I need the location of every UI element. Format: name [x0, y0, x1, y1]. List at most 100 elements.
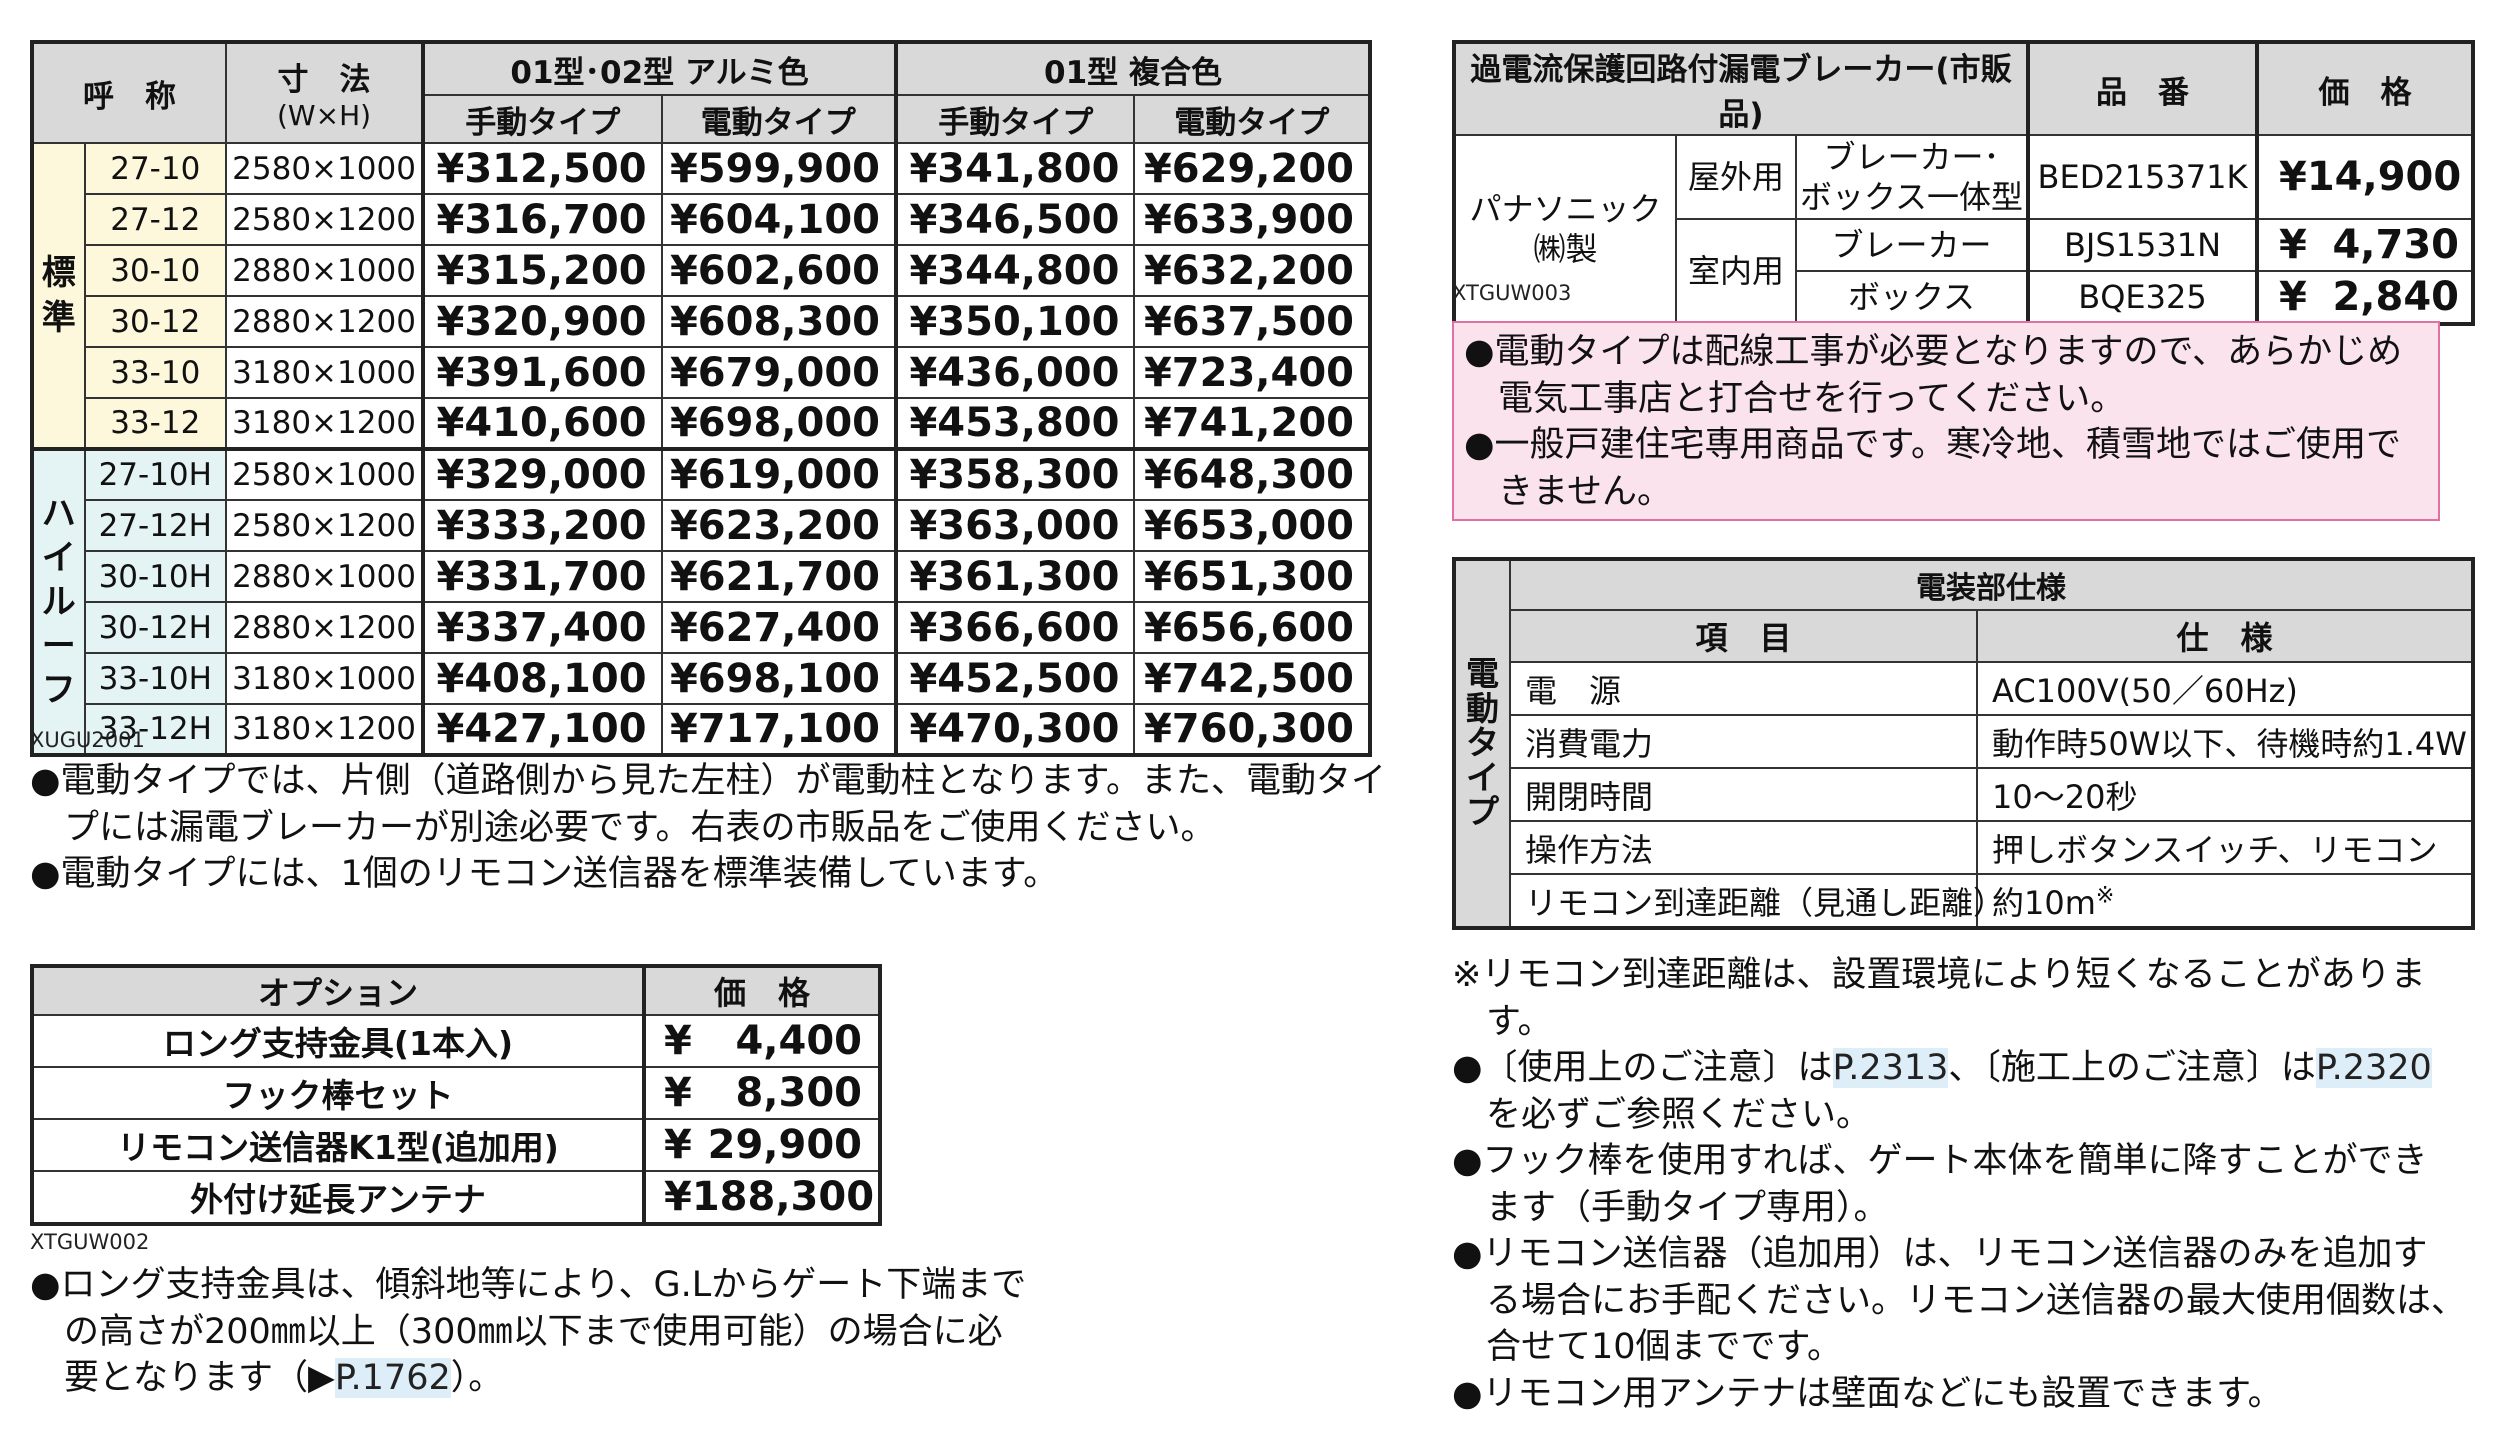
group-label: ハイルーフ	[31, 447, 86, 756]
option-table: オプション 価 格 ロング支持金具(1本入) ¥4,400 フック棒セット ¥8,30…	[30, 964, 882, 1226]
spec-col-item: 項 目	[1509, 609, 1978, 663]
spec-value-text: 約10m	[1992, 883, 2096, 922]
yen-sign: ¥	[664, 1122, 692, 1168]
price-cell: ¥331,700	[421, 550, 663, 603]
price-cell: ¥344,800	[893, 244, 1136, 297]
price-cell: ¥599,900	[660, 142, 898, 195]
header-manual: 手動タイプ	[421, 94, 663, 144]
price-cell: ¥408,100	[421, 652, 663, 705]
table-row: 27-12 2580×1200 ¥316,700 ¥604,100 ¥346,500 ¥6…	[32, 193, 1371, 246]
caution-line: きません。	[1498, 471, 1672, 512]
breaker-table: 過電流保護回路付漏電ブレーカー(市販品) 品 番 価 格 パナソニック ㈱製 屋…	[1452, 40, 2475, 326]
price-value: 14,900	[2306, 154, 2462, 200]
page-link[interactable]: P.2320	[2315, 1048, 2432, 1089]
price-cell: ¥366,600	[893, 601, 1136, 654]
note-text: 要となります（	[64, 1358, 308, 1399]
side-label-char: イ	[1466, 757, 1499, 797]
group-label-char: フ	[41, 670, 76, 711]
model-code: 30-10H	[83, 550, 228, 603]
group-label: 標準	[31, 142, 86, 450]
option-row: ロング支持金具(1本入) ¥4,400	[31, 1014, 881, 1068]
side-label-char: タ	[1466, 723, 1499, 763]
price-cell: ¥358,300	[893, 447, 1136, 501]
price-cell: ¥741,200	[1133, 397, 1371, 450]
price-cell: ¥619,000	[660, 447, 898, 501]
option-price: ¥188,300	[642, 1170, 881, 1225]
page-link[interactable]: P.2313	[1832, 1048, 1949, 1089]
breaker-header-price: 価 格	[2255, 41, 2474, 136]
breaker-type-line: ボックス一体型	[1799, 178, 2024, 216]
note-line: ●リモコン用アンテナは壁面などにも設置できます。	[1452, 1373, 2283, 1414]
price-cell: ¥633,900	[1133, 193, 1371, 246]
note-line: す。	[1486, 1001, 1553, 1042]
price-cell: ¥346,500	[893, 193, 1136, 246]
option-row: フック棒セット ¥8,300	[31, 1066, 881, 1120]
yen-sign: ¥	[664, 1174, 692, 1220]
price-cell: ¥333,200	[421, 499, 663, 552]
spec-item: 電 源	[1509, 661, 1978, 716]
price-cell: ¥453,800	[893, 397, 1136, 450]
yen-sign: ¥	[664, 1070, 692, 1116]
main-notes: ●電動タイプでは、片側（道路側から見た左柱）が電動柱となります。また、電動タイ …	[30, 758, 1386, 898]
option-row: 外付け延長アンテナ ¥188,300	[31, 1170, 881, 1225]
header-size-sub: (W×H)	[277, 99, 372, 132]
dimension: 2580×1000	[225, 447, 425, 501]
price-cell: ¥742,500	[1133, 652, 1371, 705]
model-code: 27-12	[83, 193, 228, 246]
model-code: 27-10H	[83, 447, 228, 501]
breaker-type: ブレーカー･ ボックス一体型	[1795, 134, 2029, 220]
spec-row: 消費電力 動作時50W以下、待機時約1.4W	[1454, 714, 2474, 769]
model-code: 33-10	[83, 346, 228, 399]
dimension: 3180×1200	[225, 397, 425, 450]
group-label-char: ハ	[41, 493, 76, 534]
option-note: ●ロング支持金具は、傾斜地等により、G.Lからゲート下端まで の高さが200㎜以…	[30, 1262, 1026, 1402]
price-table: 呼 称 寸 法 (W×H) 01型･02型 アルミ色 01型 複合色 手動タイプ…	[30, 40, 1372, 757]
header-electric: 電動タイプ	[660, 94, 898, 144]
price-cell: ¥656,600	[1133, 601, 1371, 654]
dimension: 2880×1000	[225, 244, 425, 297]
note-line: る場合にお手配ください。リモコン送信器の最大使用個数は、	[1486, 1280, 2467, 1321]
spec-item: 開閉時間	[1509, 767, 1978, 822]
footnote-mark: ※	[2095, 882, 2115, 908]
spec-value-text: AC100V(50／60Hz)	[1992, 671, 2298, 710]
option-name: フック棒セット	[31, 1066, 645, 1120]
spec-row: リモコン到達距離（見通し距離） 約10m※	[1454, 873, 2474, 929]
note-line: ます（手動タイプ専用）。	[1486, 1187, 1889, 1228]
right-notes: ※リモコン到達距離は、設置環境により短くなることがありま す。 ●〔使用上のご注…	[1452, 952, 2466, 1417]
table-row: 33-10 3180×1000 ¥391,600 ¥679,000 ¥436,000 ¥7…	[32, 346, 1371, 399]
spec-value: 約10m※	[1976, 873, 2474, 929]
part-number: BED215371K	[2026, 134, 2258, 220]
spec-row: 操作方法 押しボタンスイッチ、リモコン	[1454, 820, 2474, 875]
note-text: 、〔施工上のご注意〕は	[1948, 1048, 2316, 1089]
model-code: 30-10	[83, 244, 228, 297]
price-cell: ¥629,200	[1133, 142, 1371, 195]
table-row: 30-10 2880×1000 ¥315,200 ¥602,600 ¥344,800 ¥6…	[32, 244, 1371, 297]
price-value: 4,400	[735, 1018, 862, 1064]
group-label-char: ー	[41, 626, 76, 667]
note-line: ●ロング支持金具は、傾斜地等により、G.Lからゲート下端まで	[30, 1265, 1027, 1305]
price-cell: ¥350,100	[893, 295, 1136, 348]
option-name: リモコン送信器K1型(追加用)	[31, 1118, 645, 1172]
breaker-type: ブレーカー	[1795, 218, 2029, 272]
option-row: リモコン送信器K1型(追加用) ¥29,900	[31, 1118, 881, 1172]
spec-title: 電装部仕様	[1509, 558, 2474, 611]
header-size: 寸 法 (W×H)	[225, 41, 425, 144]
price-cell: ¥436,000	[893, 346, 1136, 399]
page-link[interactable]: P.1762	[334, 1358, 451, 1399]
price-cell: ¥316,700	[421, 193, 663, 246]
note-text: ）。	[450, 1358, 504, 1399]
model-code: 33-12	[83, 397, 228, 450]
spec-value: 10～20秒	[1976, 767, 2474, 822]
model-code: 33-10H	[83, 652, 228, 705]
note-line: 合せて10個までです。	[1486, 1327, 1843, 1368]
maker-suffix: ㈱製	[1533, 230, 1598, 268]
model-code: 30-12H	[83, 601, 228, 654]
breaker-price: ¥4,730	[2255, 218, 2474, 272]
price-cell: ¥621,700	[660, 550, 898, 603]
usage-outdoor: 屋外用	[1675, 134, 1797, 220]
option-price: ¥4,400	[642, 1014, 881, 1068]
spec-value: AC100V(50／60Hz)	[1976, 661, 2474, 716]
price-cell: ¥391,600	[421, 346, 663, 399]
breaker-type: ボックス	[1795, 270, 2029, 325]
spec-col-spec: 仕 様	[1976, 609, 2474, 663]
